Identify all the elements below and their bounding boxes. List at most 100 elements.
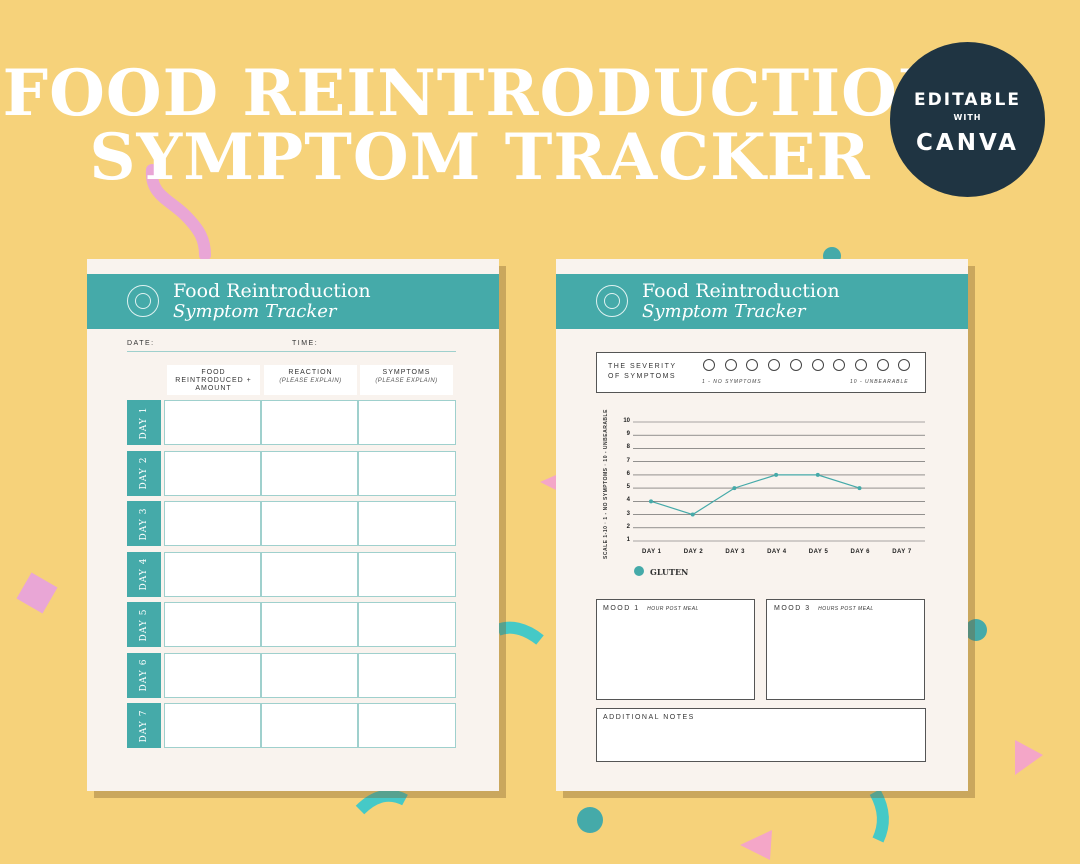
y-tick-label: 3 [626,510,630,517]
mood-3-box[interactable] [766,599,925,700]
x-tick-label: DAY 4 [767,549,787,555]
severity-circle-5[interactable] [789,359,802,371]
column-header-reaction-sub: (PLEASE EXPLAIN) [279,378,342,384]
leaf-logo-icon [127,285,159,317]
symptoms-cell[interactable] [358,501,456,546]
date-line [127,351,456,352]
symptoms-cell[interactable] [358,652,456,698]
additional-notes-label: ADDITIONAL NOTES [603,714,695,721]
day-label-text: DAY 2 [139,456,149,490]
day-label-4: DAY 4 [127,551,161,597]
y-tick-label: 8 [626,444,630,451]
severity-label-2: OF SYMPTOMS [608,373,677,380]
data-point [732,486,737,491]
severity-label-1: THE SEVERITY [608,363,677,370]
x-tick-label: DAY 5 [808,549,829,555]
severity-circle-7[interactable] [833,359,846,371]
editable-badge: EDITABLE WITH CANVA [890,42,1045,197]
reaction-cell[interactable] [261,652,358,698]
symptoms-cell[interactable] [358,400,456,445]
severity-circle-4[interactable] [768,359,781,371]
day-label-7: DAY 7 [127,703,161,748]
series-line [650,474,860,516]
data-point [857,486,862,491]
day-label-text: DAY 5 [139,608,149,641]
column-header-food-label: FOOD REINTRODUCED + AMOUNT [175,369,252,392]
tracker-page-right: Food Reintroduction Symptom Tracker THE … [556,259,968,791]
page-subtitle: Symptom Tracker [642,301,806,322]
symptoms-cell[interactable] [358,602,456,647]
reaction-cell[interactable] [261,450,358,496]
reaction-cell[interactable] [261,501,358,546]
day-label-5: DAY 5 [127,602,161,647]
additional-notes-box[interactable] [596,708,926,762]
reaction-cell[interactable] [261,551,358,597]
severity-circle-9[interactable] [876,359,889,371]
data-point [774,472,779,477]
symptoms-cell[interactable] [358,703,456,748]
mood-1-title: MOOD 1 [603,605,640,612]
mood-1-box[interactable] [596,599,755,700]
y-tick-label: 9 [626,431,630,438]
reaction-cell[interactable] [261,400,358,445]
severity-circle-6[interactable] [811,359,824,371]
day-label-text: DAY 6 [139,658,149,692]
severity-low-label: 1 - NO SYMPTOMS [702,379,762,385]
food-cell[interactable] [164,400,261,445]
food-cell[interactable] [164,652,261,698]
y-tick-label: 6 [626,470,630,477]
headline-line-1: FOOD REINTRODUCTION [2,56,958,131]
severity-circle-1[interactable] [703,359,715,371]
food-cell[interactable] [164,703,261,748]
y-tick-label: 7 [626,457,630,464]
column-header-food: FOOD REINTRODUCED + AMOUNT [167,365,260,395]
date-label: DATE: [127,340,155,347]
column-header-symptoms-label: SYMPTOMS [382,369,431,376]
severity-circle-8[interactable] [854,359,867,371]
day-label-text: DAY 4 [139,557,149,591]
y-tick-label: 2 [626,523,630,530]
data-point [649,499,653,504]
food-cell[interactable] [164,501,261,546]
mood-1-sub: HOUR POST MEAL [647,606,699,612]
day-label-text: DAY 3 [139,507,149,540]
severity-circle-2[interactable] [724,359,737,371]
food-cell[interactable] [164,551,261,597]
y-tick-label: 5 [626,484,630,491]
severity-circle-10[interactable] [898,359,911,371]
x-tick-label: DAY 3 [725,549,745,555]
column-header-reaction: REACTION (PLEASE EXPLAIN) [264,365,357,395]
headline-line-2: SYMPTOM TRACKER [89,120,871,195]
day-label-6: DAY 6 [127,652,161,698]
mood-3-label: MOOD 3 HOURS POST MEAL [774,605,874,612]
column-header-symptoms-sub: (PLEASE EXPLAIN) [375,378,438,384]
symptoms-cell[interactable] [358,551,456,597]
page-header: Food Reintroduction Symptom Tracker [87,274,499,329]
page-subtitle: Symptom Tracker [173,301,337,322]
time-label: TIME: [292,340,319,347]
reaction-cell[interactable] [261,703,358,748]
page-title: Food Reintroduction [173,280,371,302]
legend-swatch [634,566,644,576]
food-cell[interactable] [164,602,261,647]
mood-1-label: MOOD 1 HOUR POST MEAL [603,605,699,612]
day-label-3: DAY 3 [127,501,161,546]
day-label-text: DAY 1 [139,406,149,439]
data-point [690,512,695,517]
severity-circle-3[interactable] [746,359,759,371]
day-label-2: DAY 2 [127,450,161,496]
page-title: Food Reintroduction [642,280,840,302]
tracker-page-left: Food Reintroduction Symptom Tracker DATE… [87,259,499,791]
x-tick-label: DAY 6 [850,549,871,555]
chart-svg [633,421,925,542]
leaf-logo-icon [596,285,628,317]
day-label-text: DAY 7 [139,709,149,742]
food-cell[interactable] [164,450,261,496]
page-header: Food Reintroduction Symptom Tracker [556,274,968,329]
legend-label: GLUTEN [650,567,689,577]
symptoms-cell[interactable] [358,450,456,496]
y-tick-label: 4 [626,497,630,504]
reaction-cell[interactable] [261,602,358,647]
mood-3-title: MOOD 3 [774,605,811,612]
column-header-symptoms: SYMPTOMS (PLEASE EXPLAIN) [360,365,453,395]
